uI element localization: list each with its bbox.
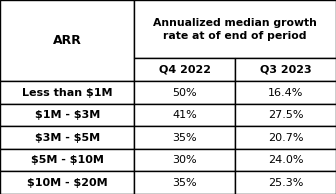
Bar [0,171,134,194]
Bar [134,58,235,81]
Text: 35%: 35% [172,133,197,143]
Bar [235,171,336,194]
Text: Less than \$1M: Less than \$1M [22,88,113,98]
Bar [235,126,336,149]
Text: 50%: 50% [172,88,197,98]
Text: 30%: 30% [172,155,197,165]
Text: 41%: 41% [172,110,197,120]
Bar [235,58,336,81]
Text: Annualized median growth
rate at of end of period: Annualized median growth rate at of end … [153,17,317,41]
Text: \$1M - \$3M: \$1M - \$3M [35,110,100,120]
Text: 24.0%: 24.0% [268,155,303,165]
Text: Q3 2023: Q3 2023 [260,65,311,75]
Text: Q4 2022: Q4 2022 [159,65,211,75]
Bar [134,171,235,194]
Text: ARR: ARR [53,34,82,47]
Bar [134,126,235,149]
Text: \$5M - \$10M: \$5M - \$10M [31,155,103,165]
Text: 35%: 35% [172,178,197,188]
Text: 16.4%: 16.4% [268,88,303,98]
Bar [0,104,134,126]
Bar [0,81,134,104]
Bar [235,104,336,126]
Text: 27.5%: 27.5% [268,110,303,120]
Text: \$3M - \$5M: \$3M - \$5M [35,133,100,143]
Bar [134,104,235,126]
Text: 20.7%: 20.7% [268,133,303,143]
Bar [0,126,134,149]
Bar [235,149,336,171]
Bar [0,0,134,81]
Text: 25.3%: 25.3% [268,178,303,188]
Bar [134,81,235,104]
Bar [235,81,336,104]
Text: \$10M - \$20M: \$10M - \$20M [27,178,108,188]
Bar [0,149,134,171]
Bar [134,149,235,171]
Bar [134,0,336,58]
